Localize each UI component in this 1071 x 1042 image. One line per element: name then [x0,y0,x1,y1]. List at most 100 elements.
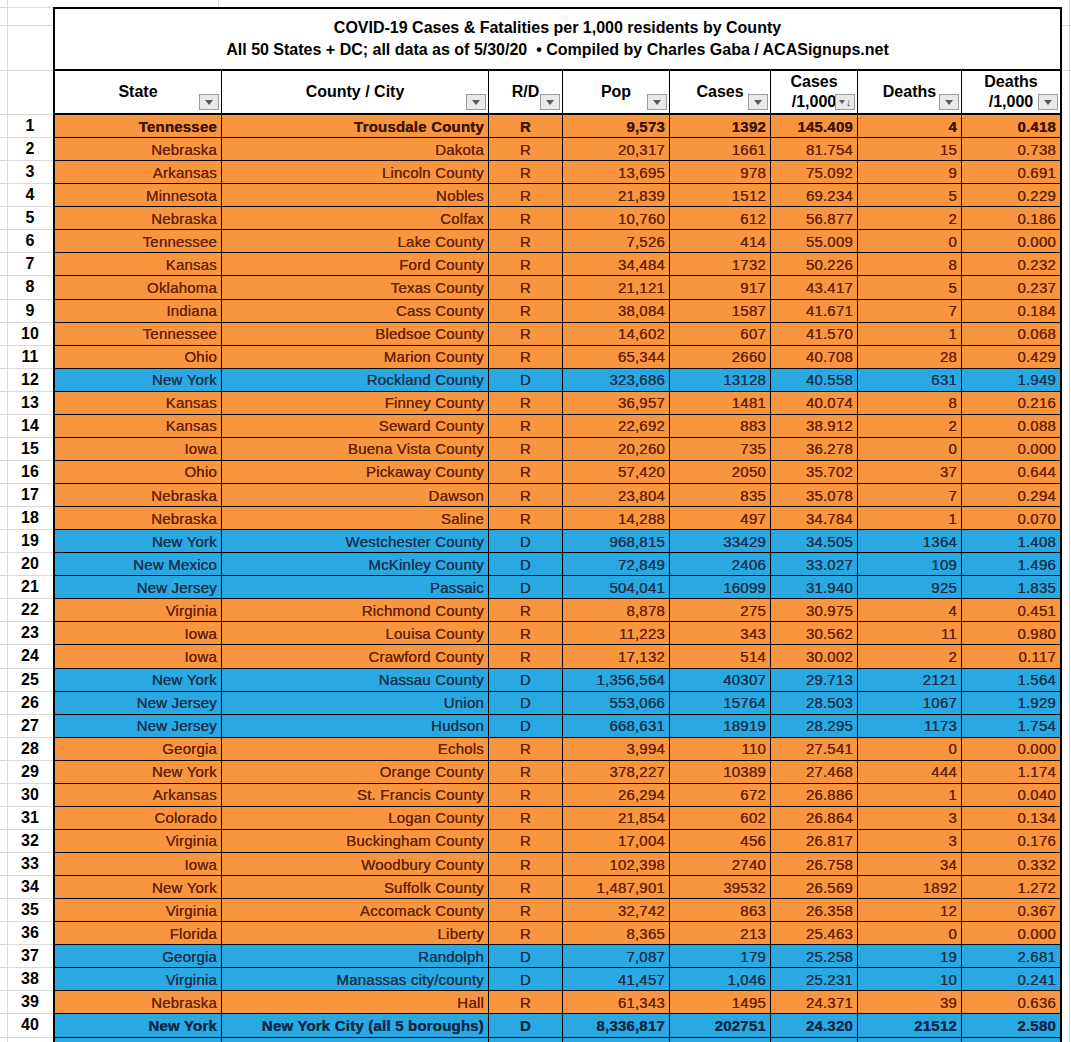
cell-state[interactable]: New Jersey [55,692,222,714]
row-number[interactable]: 14 [0,415,53,438]
cell-pop[interactable]: 14,602 [563,323,670,345]
cell-county[interactable]: Cass County [222,300,489,322]
cell-deaths[interactable]: 11 [858,622,962,644]
row-number[interactable]: 26 [0,692,53,715]
cell-state[interactable]: Virginia [55,899,222,921]
row-number[interactable]: 9 [0,300,53,323]
cell-cases_per_k[interactable]: 31.940 [771,576,858,598]
cell-rd[interactable]: D [489,576,563,598]
cell-cases[interactable]: 2660 [670,346,771,368]
cell-pop[interactable]: 65,344 [563,346,670,368]
row-number[interactable]: 18 [0,507,53,530]
cell-rd[interactable]: R [489,807,563,829]
cell-cases[interactable]: 10389 [670,761,771,783]
cell-county[interactable]: Texas County [222,276,489,298]
cell-rd[interactable]: D [489,1014,563,1036]
cell-cases[interactable]: 40307 [670,669,771,691]
cell-state[interactable]: Colorado [55,807,222,829]
cell-deaths[interactable]: 0 [858,922,962,944]
cell-pop[interactable]: 57,420 [563,461,670,483]
cell-county[interactable]: Nobles [222,184,489,206]
cell-rd[interactable]: R [489,461,563,483]
cell-state[interactable]: Nebraska [55,207,222,229]
cell-rd[interactable]: R [489,599,563,621]
cell-cases[interactable]: 1495 [670,991,771,1013]
cell-county[interactable]: Manassas city/county [222,968,489,990]
cell-county[interactable]: Bledsoe County [222,323,489,345]
cell-cases[interactable]: 883 [670,415,771,437]
cell-state[interactable]: Indiana [55,300,222,322]
cell-cases[interactable]: 275 [670,599,771,621]
cell-cases_per_k[interactable]: 35.078 [771,484,858,506]
cell-cases_per_k[interactable]: 26.886 [771,784,858,806]
cell-pop[interactable]: 553,066 [563,692,670,714]
cell-county[interactable]: Woodbury County [222,853,489,875]
cell-deaths[interactable]: 631 [858,369,962,391]
cell-state[interactable]: Iowa [55,438,222,460]
cell-rd[interactable]: R [489,115,563,137]
cell-county[interactable]: Nassau County [222,669,489,691]
cell-state[interactable]: Kansas [55,253,222,275]
cell-pop[interactable]: 21,854 [563,807,670,829]
cell-state[interactable]: Nebraska [55,138,222,160]
cell-cases_per_k[interactable]: 26.817 [771,830,858,852]
cell-cases[interactable]: 1587 [670,300,771,322]
cell-county[interactable]: Rockland County [222,369,489,391]
cell-cases_per_k[interactable]: 40.558 [771,369,858,391]
cell-cases[interactable]: 414 [670,230,771,252]
cell-deaths_per_k[interactable]: 0.070 [962,507,1060,529]
cell-pop[interactable]: 14,288 [563,507,670,529]
row-number[interactable]: 29 [0,761,53,784]
cell-rd[interactable]: D [489,715,563,737]
cell-cases_per_k[interactable]: 26.758 [771,853,858,875]
cell-pop[interactable]: 61,343 [563,991,670,1013]
cell-cases_per_k[interactable]: 24.320 [771,1014,858,1036]
cell-deaths[interactable]: 7 [858,484,962,506]
cell-deaths[interactable]: 5 [858,184,962,206]
cell-rd[interactable]: D [489,945,563,967]
cell-deaths[interactable]: 2 [858,207,962,229]
cell-rd[interactable]: R [489,484,563,506]
cell-state[interactable]: Arkansas [55,161,222,183]
cell-pop[interactable]: 26,294 [563,784,670,806]
cell-rd[interactable]: R [489,738,563,760]
cell-cases_per_k[interactable]: 43.417 [771,276,858,298]
cell-cases_per_k[interactable]: 34.505 [771,530,858,552]
cell-deaths[interactable]: 1 [858,323,962,345]
cell-deaths[interactable]: 28 [858,346,962,368]
row-number[interactable]: 24 [0,645,53,668]
cell-cases[interactable]: 213 [670,922,771,944]
cell-deaths_per_k[interactable]: 0.134 [962,807,1060,829]
cell-deaths[interactable]: 9 [858,161,962,183]
cell-pop[interactable]: 102,398 [563,853,670,875]
cell-rd[interactable]: D [489,369,563,391]
cell-state[interactable]: Tennessee [55,230,222,252]
cell-county[interactable]: Trousdale County [222,115,489,137]
cell-cases[interactable]: 1,046 [670,968,771,990]
row-number[interactable]: 37 [0,945,53,968]
filter-dropdown-cases_per_k-sorted[interactable]: ↓ [835,94,855,110]
cell-cases[interactable]: 497 [670,507,771,529]
cell-rd[interactable]: R [489,276,563,298]
row-number[interactable]: 38 [0,968,53,991]
cell-rd[interactable]: R [489,161,563,183]
cell-deaths_per_k[interactable]: 0.000 [962,438,1060,460]
filter-dropdown-county[interactable] [466,94,486,110]
cell-deaths[interactable]: 444 [858,761,962,783]
cell-pop[interactable]: 968,815 [563,530,670,552]
row-number[interactable]: 11 [0,346,53,369]
cell-deaths_per_k[interactable]: 0.367 [962,899,1060,921]
cell-deaths[interactable]: 3 [858,830,962,852]
cell-cases_per_k[interactable]: 38.912 [771,415,858,437]
row-number[interactable]: 30 [0,784,53,807]
cell-pop[interactable]: 21,839 [563,184,670,206]
cell-county[interactable]: Seward County [222,415,489,437]
cell-county[interactable]: Logan County [222,807,489,829]
cell-cases[interactable]: 202751 [670,1014,771,1036]
cell-rd[interactable]: R [489,876,563,898]
cell-cases_per_k[interactable]: 36.278 [771,438,858,460]
cell-pop[interactable]: 9,573 [563,115,670,137]
cell-cases[interactable]: 33429 [670,530,771,552]
cell-deaths[interactable]: 15 [858,138,962,160]
row-number[interactable]: 40 [0,1014,53,1037]
